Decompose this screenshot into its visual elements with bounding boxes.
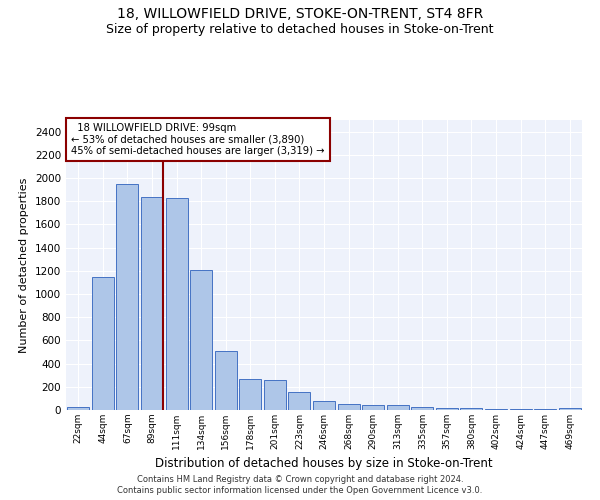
Bar: [239, 380, 262, 410]
Bar: [190, 270, 212, 410]
Bar: [215, 351, 237, 410]
Bar: [289, 392, 310, 410]
Bar: [313, 400, 335, 410]
Bar: [386, 406, 409, 410]
Bar: [264, 380, 286, 410]
Text: 18 WILLOWFIELD DRIVE: 99sqm
← 53% of detached houses are smaller (3,890)
45% of : 18 WILLOWFIELD DRIVE: 99sqm ← 53% of det…: [71, 123, 325, 156]
Bar: [116, 184, 139, 410]
Bar: [166, 198, 188, 410]
Y-axis label: Number of detached properties: Number of detached properties: [19, 178, 29, 352]
Bar: [67, 406, 89, 410]
Bar: [411, 407, 433, 410]
Bar: [338, 404, 359, 410]
Text: 18, WILLOWFIELD DRIVE, STOKE-ON-TRENT, ST4 8FR: 18, WILLOWFIELD DRIVE, STOKE-ON-TRENT, S…: [117, 8, 483, 22]
Bar: [460, 408, 482, 410]
Text: Size of property relative to detached houses in Stoke-on-Trent: Size of property relative to detached ho…: [106, 22, 494, 36]
Bar: [436, 408, 458, 410]
X-axis label: Distribution of detached houses by size in Stoke-on-Trent: Distribution of detached houses by size …: [155, 458, 493, 470]
Bar: [92, 276, 114, 410]
Text: Contains public sector information licensed under the Open Government Licence v3: Contains public sector information licen…: [118, 486, 482, 495]
Bar: [362, 405, 384, 410]
Text: Contains HM Land Registry data © Crown copyright and database right 2024.: Contains HM Land Registry data © Crown c…: [137, 475, 463, 484]
Bar: [559, 408, 581, 410]
Bar: [141, 196, 163, 410]
